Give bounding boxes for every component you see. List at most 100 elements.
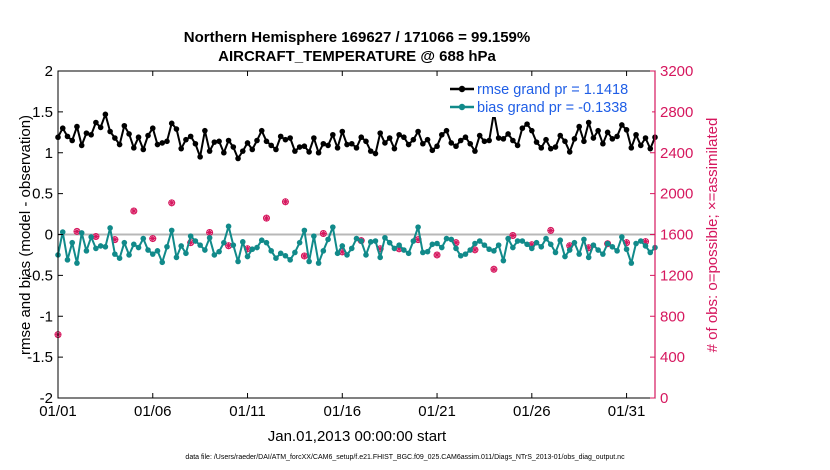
rmse-point [287,135,293,141]
rmse-series [55,109,658,162]
rmse-point [311,135,317,141]
y2-tick-label: 0 [660,390,668,407]
rmse-point [619,122,625,128]
legend-rmse-label: rmse grand pr = 1.1418 [477,82,628,98]
bias-point [202,247,208,253]
bias-point [604,240,611,247]
rmse-point [623,127,630,133]
legend-bias-marker [458,103,466,111]
obs-assimilated-stroke [263,215,270,221]
bias-point [557,237,564,244]
bias-point [472,240,478,247]
rmse-point [637,142,644,149]
rmse-point [344,141,350,148]
rmse-point [514,142,521,149]
obs-assimilated-stroke [149,235,156,242]
rmse-point [420,140,426,147]
bias-point [192,238,199,244]
rmse-point [258,127,265,134]
bias-point [254,244,260,251]
bias-point [107,225,113,231]
bias-point [339,243,346,249]
y-tick-label: 1 [45,145,53,162]
x-axis: 01/01 01/06 01/11 01/16 01/21 01/26 01/31 [39,71,645,420]
bias-point [505,235,511,242]
rmse-point [74,123,80,130]
rmse-point [529,127,535,134]
rmse-point [301,143,308,150]
rmse-point [131,145,137,151]
obs-assimilated-point [73,228,81,235]
rmse-point [173,126,180,132]
bias-point [296,239,303,246]
bias-point [102,243,109,250]
rmse-point [221,149,227,156]
rmse-point [391,145,398,152]
rmse-point [557,132,564,139]
rmse-point [424,136,431,143]
rmse-point [277,133,284,140]
rmse-point [140,146,147,153]
bias-point [623,246,630,253]
bias-point [642,243,649,249]
rmse-point [486,137,492,144]
x-tick-label: 01/06 [134,403,172,420]
rmse-point [500,136,507,142]
y2-axis-label: # of obs: o=possible; ×=assimilated [704,118,721,353]
rmse-point [282,136,289,143]
bias-point [619,234,625,240]
bias-point [216,248,222,255]
bias-point [391,245,398,252]
obs-assimilated-point [263,214,270,222]
bias-point [415,224,421,230]
bias-point [268,248,275,254]
bias-point [282,252,289,259]
obs-assimilated-stroke [510,232,516,239]
bias-point [429,241,436,248]
bias-point [647,249,654,256]
y2-tick-label: 3200 [660,63,693,80]
rmse-point [164,138,170,145]
rmse-point [353,145,360,151]
bias-point [533,239,540,246]
bias-point [396,242,402,248]
rmse-point [263,138,270,145]
bias-point [88,234,94,240]
rmse-point [211,139,218,145]
rmse-point [382,140,388,146]
bias-point [135,244,142,251]
rmse-point [595,127,601,134]
rmse-point [396,131,402,138]
rmse-point [505,131,511,137]
obs-assimilated-point [168,199,176,207]
obs-assimilated-point [547,227,555,234]
bias-point [495,242,502,248]
bias-point [334,250,341,257]
rmse-point [183,136,189,143]
bias-point [187,233,194,239]
rmse-point [372,150,379,157]
rmse-point [401,134,407,141]
bias-point [529,245,535,252]
bias-point [112,251,118,257]
bias-point [263,239,270,246]
bias-point [277,250,284,257]
obs-assimilated-point [206,229,214,236]
x-tick-label: 01/11 [229,403,265,420]
y-tick-label: 1.5 [32,104,53,121]
bias-point [178,243,184,249]
bias-point [585,254,592,261]
chart-title: Northern Hemisphere 169627 / 171066 = 99… [184,29,530,46]
rmse-point [348,140,355,147]
bias-point [159,259,166,266]
y2-tick-label: 400 [660,349,685,366]
y2-tick-label: 2000 [660,186,693,203]
rmse-point [581,138,587,145]
legend-bias-label: bias grand pr = -0.1338 [477,100,627,116]
bias-point [476,238,483,244]
rmse-point [334,145,341,151]
rmse-point [462,134,469,141]
rmse-point [438,131,445,138]
bias-point [628,260,635,266]
rmse-point [320,140,327,147]
